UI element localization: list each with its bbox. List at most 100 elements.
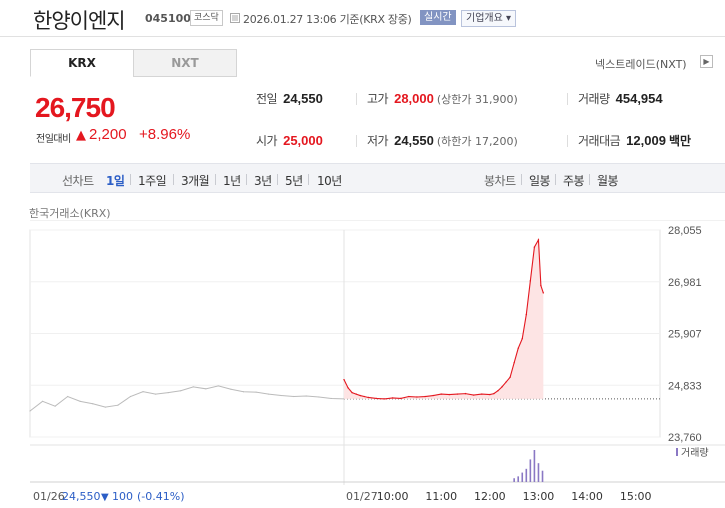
previous-day-point (142, 391, 144, 393)
previous-day-point (330, 397, 333, 400)
volume-bar (525, 468, 528, 482)
previous-day-point (104, 406, 106, 408)
today-point (424, 395, 426, 398)
timestamp: 2026.01.27 13:06 기준(KRX 장중) (243, 13, 412, 26)
volume-bar (533, 450, 536, 482)
stat-low: 저가 24,550 (하한가 17,200) (367, 132, 518, 149)
previous-day-point (29, 410, 31, 412)
down-arrow-icon: ▼ (101, 492, 109, 503)
x-tick-label: 11:00 (425, 490, 457, 503)
stat-value: 28,000 (394, 91, 434, 106)
volume-bar (517, 476, 520, 482)
period-1y[interactable]: 1년 (223, 174, 241, 188)
today-point (416, 396, 418, 398)
today-point (513, 362, 515, 364)
previous-day-point (205, 388, 207, 390)
today-point (343, 378, 345, 381)
volume-bar (529, 459, 532, 482)
volume-bar (537, 463, 540, 482)
previous-day-point (217, 385, 219, 387)
stat-unit: 백만 (668, 134, 692, 148)
previous-day-point (54, 405, 56, 407)
today-point (359, 394, 361, 397)
y-tick-label: 23,760 (668, 432, 702, 444)
stat-label: 저가 (367, 134, 389, 148)
today-point (529, 280, 532, 282)
today-point (456, 393, 459, 395)
stat-turnover: 거래대금 12,009 백만 (578, 132, 691, 149)
previous-day-point (255, 391, 257, 393)
price-chart: 28,055 26,981 25,907 24,833 23,760 거래량 01/26… (29, 220, 725, 503)
today-point (533, 246, 536, 248)
line-chart-label[interactable]: 선차트 (62, 174, 94, 188)
today-point (509, 376, 511, 378)
previous-day-point (117, 404, 119, 406)
previous-day-point (318, 396, 320, 398)
stat-high: 고가 28,000 (상한가 31,900) (367, 90, 518, 107)
today-area (344, 239, 544, 399)
realtime-button[interactable]: 실시간 (420, 10, 456, 25)
today-point (521, 337, 523, 340)
today-point (440, 393, 442, 395)
prev-date-label: 01/26 (33, 490, 65, 503)
today-point (355, 393, 357, 395)
x-tick-label: 10:00 (377, 490, 409, 503)
today-point (493, 392, 495, 395)
stat-value: 454,954 (615, 91, 663, 106)
today-point (537, 239, 540, 241)
company-info-button[interactable]: 기업개요 ▾ (461, 10, 516, 27)
change-rate: +8.96% (139, 126, 191, 143)
today-point (481, 393, 483, 395)
stat-value: 24,550 (394, 133, 434, 148)
today-point (432, 394, 434, 397)
volume-legend-label: 거래량 (681, 447, 709, 459)
period-1d[interactable]: 1일 (106, 174, 125, 188)
prev-rate-label: (-0.41%) (137, 490, 185, 503)
previous-day-point (155, 393, 157, 395)
stat-label: 전일 (256, 92, 278, 106)
candle-daily[interactable]: 일봉 (529, 174, 551, 188)
chevron-right-icon[interactable]: ▶ (700, 55, 713, 68)
stat-open: 시가 25,000 (256, 132, 323, 149)
candle-chart-label[interactable]: 봉차트 (484, 174, 516, 188)
today-point (542, 292, 545, 294)
period-3m[interactable]: 3개월 (181, 174, 210, 188)
today-point (363, 395, 365, 398)
candle-monthly[interactable]: 월봉 (597, 174, 619, 188)
today-point (505, 381, 507, 383)
today-point (400, 397, 402, 400)
period-10y[interactable]: 10년 (317, 174, 342, 188)
stat-label: 고가 (367, 92, 389, 106)
period-3y[interactable]: 3년 (254, 174, 272, 188)
period-1w[interactable]: 1주일 (138, 174, 167, 188)
previous-day-point (67, 395, 69, 398)
previous-day-point (230, 388, 232, 390)
previous-day-point (293, 395, 295, 398)
stat-label: 거래량 (578, 92, 610, 106)
y-tick-label: 24,833 (668, 380, 702, 392)
nextrade-link[interactable]: 넥스트레이드(NXT) (595, 58, 687, 71)
candle-weekly[interactable]: 주봉 (563, 174, 585, 188)
previous-day-line (29, 385, 345, 412)
current-price: 26,750 (35, 92, 116, 123)
stock-code: 045100 (145, 12, 191, 25)
today-point (391, 397, 394, 399)
volume-bar (541, 470, 544, 482)
stat-prev-close: 전일 24,550 (256, 90, 323, 107)
period-5y[interactable]: 5년 (285, 174, 303, 188)
volume-bar (521, 472, 524, 482)
tab-krx[interactable]: KRX (30, 49, 134, 77)
today-point (464, 392, 467, 395)
today-point (497, 390, 499, 392)
today-point (540, 284, 542, 287)
previous-day-point (41, 400, 44, 402)
stat-label: 거래대금 (578, 134, 621, 148)
y-tick-label: 25,907 (668, 329, 702, 341)
previous-day-point (79, 400, 81, 402)
x-tick-label: 12:00 (474, 490, 506, 503)
today-point (351, 391, 353, 394)
volume-bar (513, 478, 515, 482)
up-arrow-icon: ▲ (76, 128, 86, 143)
tab-nxt[interactable]: NXT (133, 49, 237, 77)
today-point (525, 313, 528, 316)
